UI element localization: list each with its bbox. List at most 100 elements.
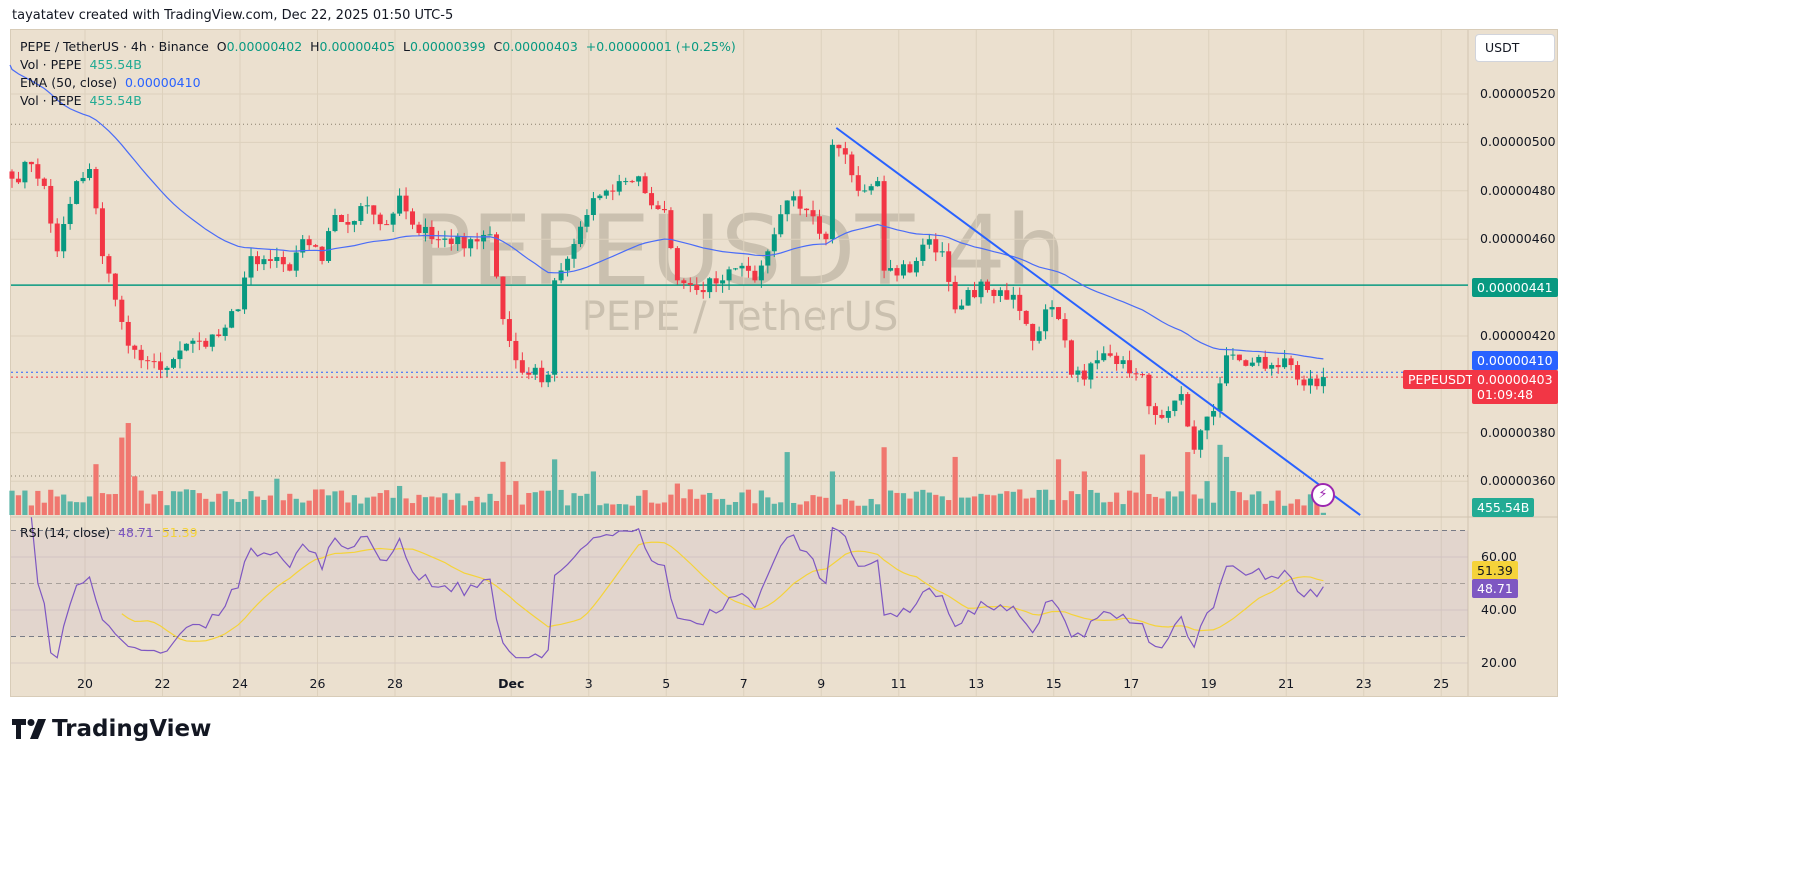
candle <box>616 174 622 196</box>
candle <box>597 194 603 201</box>
candle-body <box>377 214 383 225</box>
candle <box>87 163 93 181</box>
candle-body <box>681 280 687 284</box>
volume-bar <box>946 500 952 515</box>
candle <box>1017 287 1023 321</box>
candle-body <box>952 281 958 310</box>
volume-bar <box>752 503 758 515</box>
volume-bar <box>338 490 345 515</box>
candle-body <box>332 215 338 232</box>
time-tick-label: 25 <box>1433 676 1450 691</box>
volume-bar <box>112 493 118 515</box>
volume-bar <box>203 498 209 515</box>
volume-bar <box>713 499 719 515</box>
candle <box>209 334 215 352</box>
time-tick-label: 13 <box>968 676 985 691</box>
volume-bar <box>157 491 164 515</box>
candle-body <box>364 205 370 207</box>
volume-bar <box>797 504 803 515</box>
volume-bar <box>1269 500 1275 515</box>
candle <box>384 219 390 226</box>
candle-body <box>739 265 745 269</box>
volume-bar <box>1146 494 1152 515</box>
volume-bar <box>22 490 28 515</box>
candle <box>545 371 551 388</box>
candle <box>733 268 739 271</box>
tradingview-logo[interactable]: TradingView <box>12 716 211 742</box>
ema-price-tag: 0.00000410 <box>1472 351 1558 370</box>
volume-bar <box>145 503 151 515</box>
volume-bar <box>209 501 215 515</box>
volume-bar <box>364 497 370 515</box>
candle <box>1120 356 1126 369</box>
candle-body <box>539 367 545 383</box>
candle <box>817 209 822 240</box>
volume-bar <box>1217 444 1223 515</box>
volume-bar <box>358 503 364 515</box>
candle <box>1068 339 1074 378</box>
volume-bar <box>506 494 513 515</box>
symbol-title[interactable]: PEPE / TetherUS · 4h · Binance <box>20 39 209 54</box>
volume-bar <box>132 476 138 515</box>
candle <box>868 183 874 195</box>
candle <box>1159 409 1165 420</box>
volume-bar <box>41 502 47 515</box>
volume-bar <box>629 505 635 515</box>
volume-bar <box>1172 496 1178 515</box>
price-tick-label: 0.00000360 <box>1480 473 1556 489</box>
close-label: C <box>493 39 503 54</box>
candle-body <box>229 311 235 328</box>
volume-bar <box>455 493 461 515</box>
trendline <box>835 127 1361 516</box>
candle-body <box>636 176 642 182</box>
candle-body <box>972 290 978 298</box>
candle-body <box>494 234 499 277</box>
volume-bar <box>939 496 945 515</box>
lightning-alert-icon[interactable]: ⚡ <box>1311 483 1335 507</box>
volume-bar <box>287 493 293 515</box>
rsi-legend[interactable]: RSI (14, close) 48.71 51.39 <box>20 525 198 540</box>
candle <box>22 160 28 189</box>
volume-legend[interactable]: Vol · PEPE 455.54B <box>20 57 142 72</box>
volume-bar <box>1256 491 1262 515</box>
candle-body <box>345 222 351 225</box>
candle-body <box>261 259 267 265</box>
candle-body <box>435 239 441 241</box>
candle-body <box>713 278 719 284</box>
volume-legend-2[interactable]: Vol · PEPE 455.54B <box>20 93 142 108</box>
candle-body <box>1223 355 1229 384</box>
currency-button[interactable]: USDT <box>1475 34 1555 62</box>
volume-bar <box>655 503 661 515</box>
symbol-legend[interactable]: PEPE / TetherUS · 4h · Binance O0.000004… <box>20 39 736 54</box>
volume-bar <box>1185 452 1191 515</box>
candle-body <box>1269 365 1275 369</box>
candle-body <box>177 350 183 360</box>
candle <box>313 243 319 248</box>
volume-bar <box>435 497 441 515</box>
candle-body <box>1262 356 1268 369</box>
candle-body <box>642 176 648 194</box>
candle-body <box>1159 414 1165 418</box>
candle <box>1185 392 1191 428</box>
time-tick-label: 26 <box>309 676 326 691</box>
candle <box>771 227 777 257</box>
candle <box>500 276 506 325</box>
candle <box>778 205 784 238</box>
candle <box>345 213 351 234</box>
volume-bar <box>1094 492 1100 515</box>
candle-body <box>455 236 461 245</box>
price-tick-label: 0.00000460 <box>1480 231 1556 247</box>
candle <box>1243 359 1249 367</box>
hline-price-tag: 0.00000441 <box>1472 278 1558 297</box>
candle-body <box>216 334 222 336</box>
candle <box>177 341 183 369</box>
candle <box>319 245 325 265</box>
candle <box>306 235 312 250</box>
volume-bar <box>1204 481 1210 515</box>
candle <box>287 262 293 272</box>
ema-legend[interactable]: EMA (50, close) 0.00000410 <box>20 75 201 90</box>
volume-bar <box>1120 504 1126 515</box>
rsi-label: RSI (14, close) <box>20 525 111 540</box>
candle <box>494 232 499 279</box>
